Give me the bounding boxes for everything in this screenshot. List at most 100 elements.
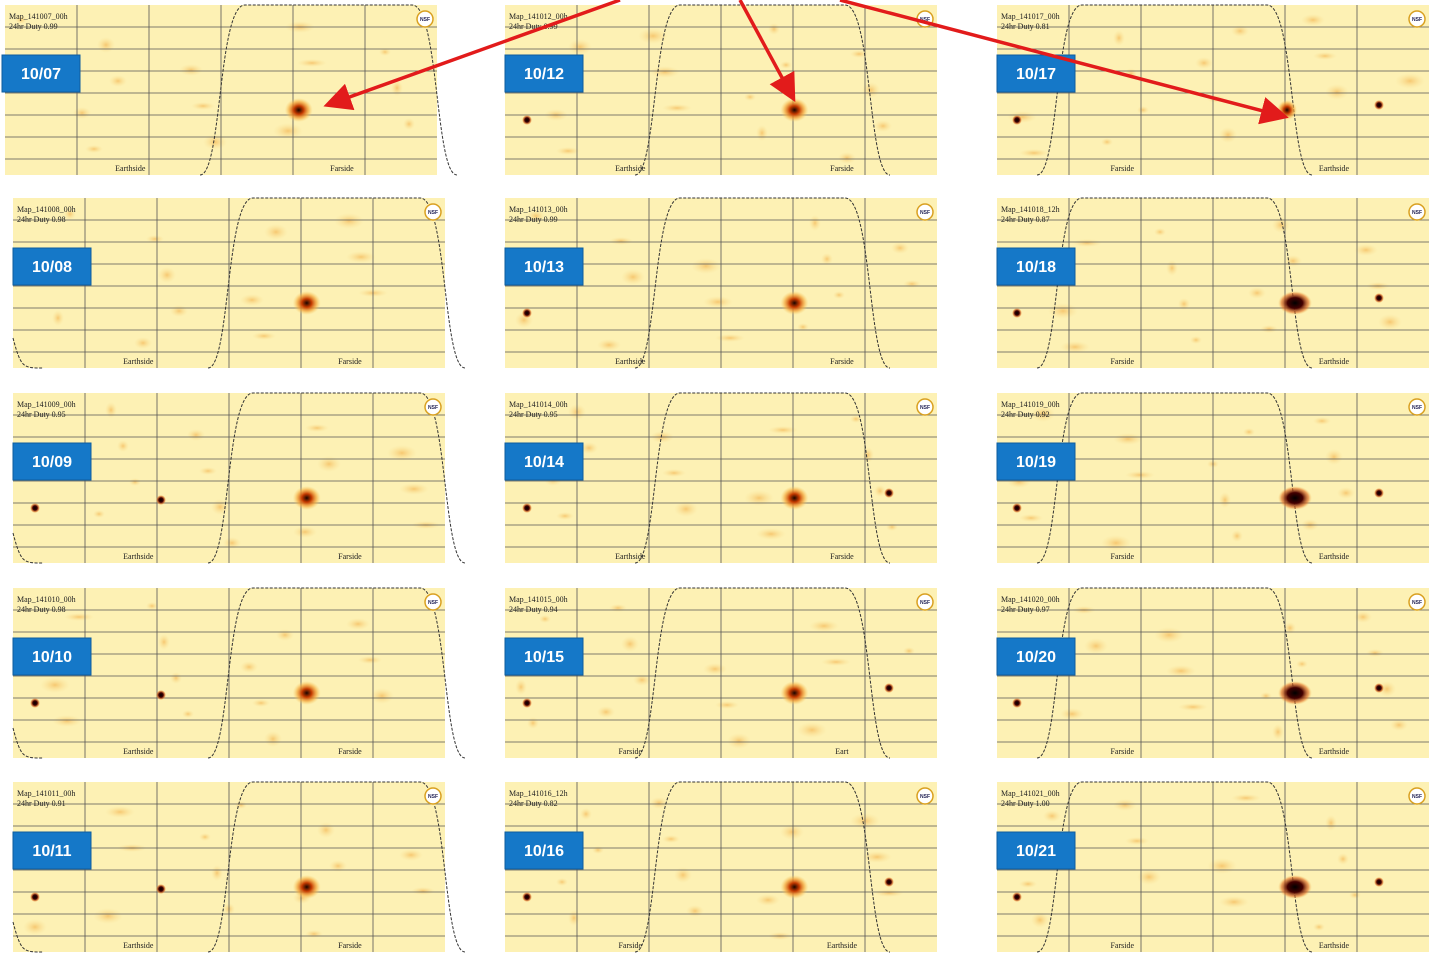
faint-feature (1272, 217, 1290, 233)
faint-feature (1337, 487, 1355, 499)
duty-label: 24hr Duty 0.95 (509, 410, 558, 419)
farside-boundary (207, 197, 466, 369)
duty-label: 24hr Duty 0.98 (17, 605, 66, 614)
faint-feature (1190, 336, 1202, 344)
faint-feature (662, 104, 692, 112)
spot (1012, 698, 1022, 708)
spot (522, 892, 532, 902)
faint-feature (780, 824, 804, 840)
faint-feature (821, 658, 851, 666)
faint-feature (179, 64, 203, 76)
faint-feature (886, 523, 898, 531)
active-region (780, 875, 809, 899)
duty-label: 24hr Duty 0.92 (1001, 410, 1050, 419)
faint-feature (821, 253, 833, 265)
faint-feature (556, 147, 580, 155)
duty-label: 24hr Duty 0.94 (509, 605, 558, 614)
faint-feature (1113, 799, 1137, 811)
duty-label: 24hr Duty 0.81 (1001, 22, 1050, 31)
pointer-arrow (738, 0, 796, 103)
faint-feature (158, 267, 176, 283)
spot (1374, 100, 1384, 110)
side-label: Earthside (615, 164, 646, 173)
faint-feature (1113, 30, 1125, 46)
active-region (284, 98, 313, 122)
faint-feature (1260, 692, 1272, 700)
faint-feature (833, 291, 845, 299)
date-badge (996, 54, 1076, 93)
logo-mark (916, 398, 934, 416)
side-label: Earthside (1319, 357, 1350, 366)
side-label: Farside (338, 552, 362, 561)
faint-feature (1178, 703, 1208, 711)
faint-feature (240, 294, 264, 306)
spot (156, 690, 166, 700)
logo-mark (424, 398, 442, 416)
faint-feature (1325, 815, 1337, 831)
faint-feature (580, 442, 598, 454)
faint-feature (662, 469, 686, 477)
faint-feature (191, 102, 215, 110)
faint-feature (411, 887, 435, 895)
faint-feature (621, 636, 639, 652)
side-label: Farside (830, 164, 854, 173)
faint-feature (874, 120, 892, 132)
faint-feature (756, 125, 768, 141)
faint-feature (297, 59, 327, 67)
faint-feature (64, 208, 76, 220)
faint-feature (621, 269, 645, 285)
map-name: Map_141011_00h (17, 789, 75, 798)
side-label: Earthside (1319, 164, 1350, 173)
spot (884, 488, 894, 498)
map-name: Map_141020_00h (1001, 595, 1060, 604)
faint-feature (105, 402, 117, 418)
farside-boundary (12, 727, 44, 759)
spot (156, 495, 166, 505)
faint-feature (592, 846, 604, 854)
active-region (780, 486, 809, 510)
duty-label: 24hr Duty 0.97 (1001, 605, 1050, 614)
date-label: 10/08 (32, 259, 72, 276)
faint-feature (756, 528, 786, 540)
spot (1012, 115, 1022, 125)
logo: NSF (920, 210, 930, 216)
faint-feature (387, 445, 417, 461)
faint-feature (1231, 530, 1243, 542)
faint-feature (1366, 649, 1384, 657)
faint-feature (235, 801, 247, 809)
logo: NSF (1412, 405, 1422, 411)
faint-feature (129, 478, 141, 486)
faint-feature (73, 107, 91, 119)
farside-boundary (207, 587, 466, 759)
faint-feature (633, 674, 651, 686)
faint-feature (1178, 298, 1190, 310)
spot (522, 698, 532, 708)
logo: NSF (428, 600, 438, 606)
date-label: 10/18 (1016, 259, 1056, 276)
date-badge (12, 637, 92, 676)
logo: NSF (428, 210, 438, 216)
faint-feature (1219, 492, 1231, 508)
faint-feature (638, 28, 668, 44)
date-label: 10/09 (32, 454, 72, 471)
active-region (292, 486, 321, 510)
faint-feature (1072, 239, 1102, 247)
faint-feature (809, 215, 821, 231)
faint-feature (1007, 111, 1037, 123)
spot (884, 683, 894, 693)
faint-feature (556, 878, 568, 886)
logo: NSF (920, 794, 930, 800)
map-name: Map_141012_00h (509, 12, 568, 21)
logo-mark (424, 787, 442, 805)
side-label: Earthside (123, 747, 154, 756)
faint-feature (874, 889, 904, 897)
faint-feature (715, 701, 739, 709)
spot (522, 503, 532, 513)
faint-feature (1137, 869, 1161, 885)
map-name: Map_141013_00h (509, 205, 568, 214)
side-label: Farside (618, 747, 642, 756)
faint-feature (52, 310, 64, 326)
spot (30, 503, 40, 513)
faint-feature (1019, 880, 1037, 888)
